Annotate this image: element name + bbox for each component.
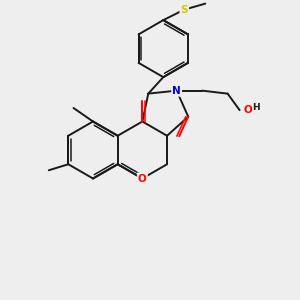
Text: O: O — [243, 105, 252, 115]
Text: O: O — [138, 173, 147, 184]
Text: N: N — [172, 85, 181, 96]
Text: O: O — [138, 173, 147, 184]
Text: H: H — [252, 103, 260, 112]
Text: S: S — [181, 4, 188, 15]
